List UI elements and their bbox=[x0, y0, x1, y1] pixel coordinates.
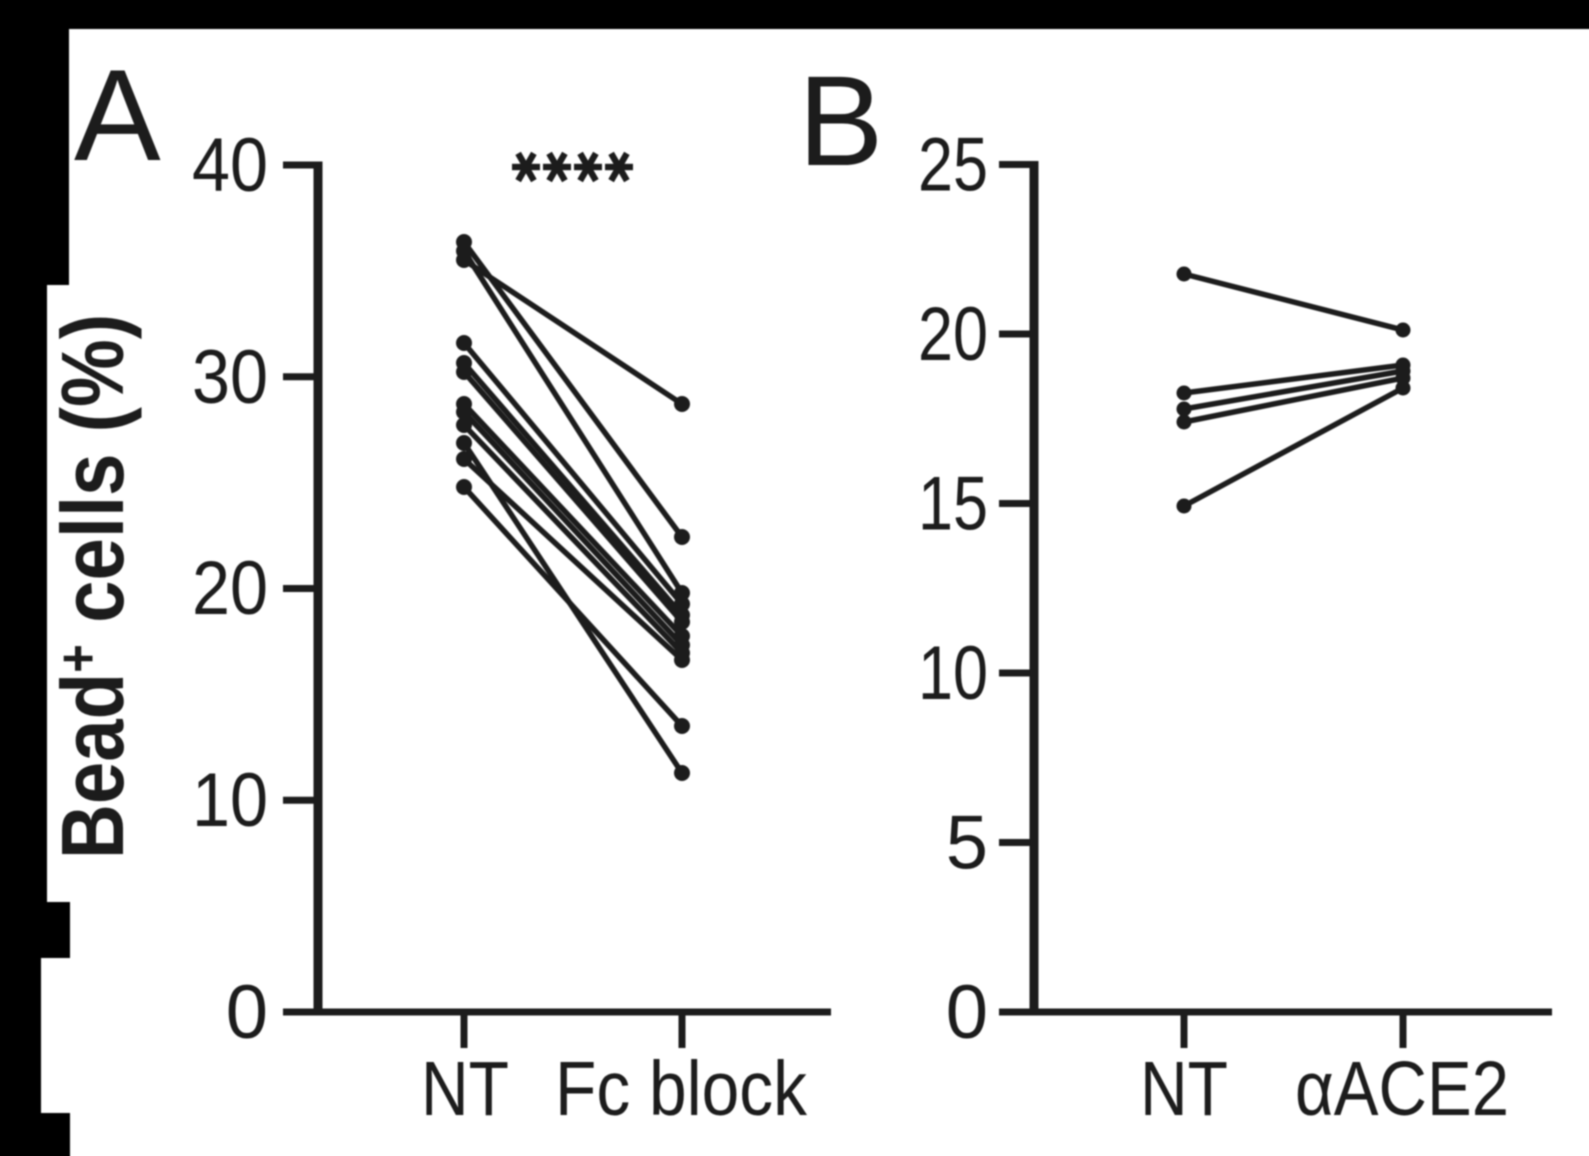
svg-text:B: B bbox=[798, 50, 883, 193]
svg-text:NT: NT bbox=[1140, 1046, 1228, 1132]
svg-text:10: 10 bbox=[192, 758, 268, 843]
svg-text:15: 15 bbox=[918, 462, 988, 547]
svg-text:Bead+ cells (%): Bead+ cells (%) bbox=[45, 314, 142, 859]
svg-text:20: 20 bbox=[192, 546, 268, 631]
svg-text:10: 10 bbox=[918, 631, 988, 716]
svg-text:5: 5 bbox=[946, 801, 988, 886]
svg-text:NT: NT bbox=[421, 1046, 509, 1132]
svg-text:30: 30 bbox=[192, 335, 268, 420]
svg-text:20: 20 bbox=[918, 292, 988, 377]
svg-text:αACE2: αACE2 bbox=[1295, 1046, 1509, 1132]
svg-text:Fc block: Fc block bbox=[555, 1046, 807, 1132]
svg-text:25: 25 bbox=[918, 123, 988, 208]
svg-text:A: A bbox=[74, 42, 161, 188]
svg-text:0: 0 bbox=[946, 970, 988, 1055]
svg-text:0: 0 bbox=[226, 970, 268, 1055]
svg-text:40: 40 bbox=[192, 123, 268, 208]
